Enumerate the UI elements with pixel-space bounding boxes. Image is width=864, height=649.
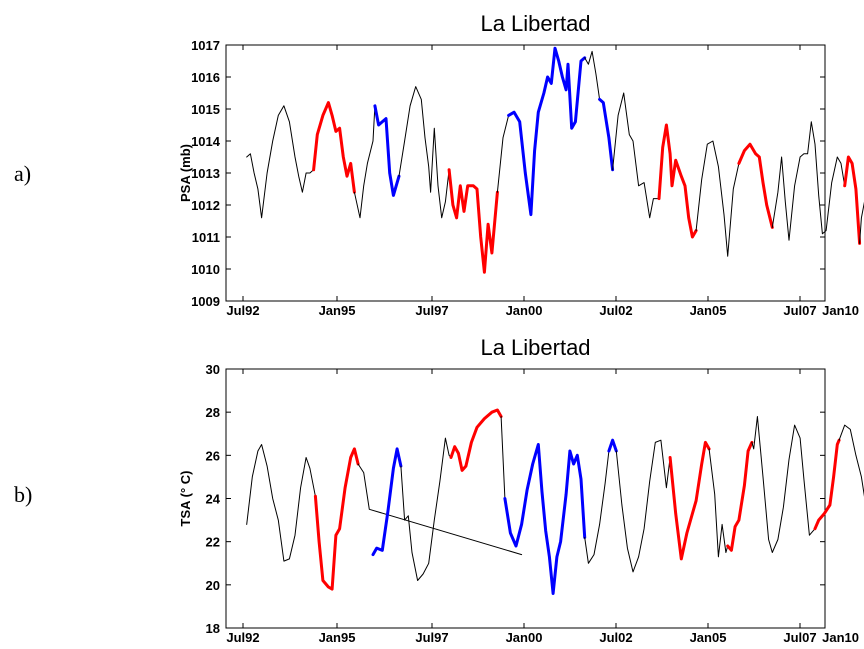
x-tick-label: Jan05: [690, 630, 727, 645]
series-line-normal: [496, 114, 510, 193]
series-line-normal: [615, 439, 671, 573]
y-tick-label: 1010: [191, 262, 220, 277]
y-tick-label: 1016: [191, 70, 220, 85]
series-line-normal: [246, 105, 315, 219]
series-line-warm: [843, 155, 862, 245]
x-tick-label: Jul07: [783, 303, 816, 318]
y-tick-label: 1017: [191, 38, 220, 53]
series-line-normal: [500, 416, 506, 499]
series-line-cold: [607, 438, 618, 453]
series-line-normal: [751, 416, 816, 553]
series-line-warm: [312, 101, 356, 194]
y-tick-label: 1014: [191, 134, 221, 149]
x-tick-label: Jul02: [599, 303, 632, 318]
panel-letter: b): [14, 482, 32, 507]
chart-title: La Libertad: [480, 335, 590, 360]
x-tick-label: Jul92: [226, 303, 259, 318]
y-tick-label: 1012: [191, 198, 220, 213]
x-tick-label: Jul02: [599, 630, 632, 645]
x-tick-label: Jul97: [415, 630, 448, 645]
series-line-normal: [398, 86, 450, 219]
series-line-warm: [657, 123, 698, 239]
x-tick-label: Jan05: [690, 303, 727, 318]
series-line-warm: [449, 408, 503, 472]
y-tick-label: 30: [206, 362, 220, 377]
series-line-warm: [447, 168, 499, 274]
x-tick-label: Jul92: [226, 630, 259, 645]
series-line-warm: [726, 440, 754, 552]
x-tick-label: Jan10: [822, 303, 859, 318]
y-tick-label: 28: [206, 405, 220, 420]
series-line-cold: [503, 443, 587, 595]
series-line-cold: [598, 97, 615, 172]
y-axis-label: TSA (° C): [178, 471, 193, 527]
series-line-normal: [612, 92, 660, 219]
y-tick-label: 24: [206, 492, 221, 507]
chart-panel-a: a) La Libertad 1009 1010 1011 1012 1013 1014 101…: [14, 11, 864, 318]
y-tick-label: 1013: [191, 166, 220, 181]
series-line-normal: [771, 121, 846, 241]
series-line-normal: [357, 463, 523, 556]
series-line-warm: [737, 142, 774, 229]
y-tick-label: 20: [206, 578, 220, 593]
chart-title: La Libertad: [480, 11, 590, 36]
y-tick-label: 26: [206, 448, 220, 463]
series-line-warm: [313, 447, 360, 591]
series-line-cold: [507, 46, 587, 217]
series-line-normal: [695, 140, 740, 257]
y-axis-label: PSA (mb): [178, 144, 193, 202]
series-line-cold: [371, 447, 403, 557]
x-tick-label: Jan95: [319, 303, 356, 318]
y-tick-label: 1009: [191, 294, 220, 309]
series-line-normal: [859, 201, 864, 244]
series-line-normal: [353, 105, 376, 219]
series-line-normal: [400, 437, 452, 581]
x-tick-label: Jul07: [783, 630, 816, 645]
series-line-normal: [584, 50, 601, 100]
panel-letter: a): [14, 161, 31, 186]
series-line-warm: [813, 438, 841, 531]
chart-panel-b: b) La Libertad 18 20 22 24 26 28 30 Jul92 Jan95 Jul…: [14, 335, 864, 645]
series-line-normal: [246, 444, 316, 562]
y-tick-label: 22: [206, 535, 220, 550]
series-line-normal: [584, 450, 610, 564]
y-tick-label: 18: [206, 621, 220, 636]
series-line-cold: [373, 104, 401, 197]
x-tick-label: Jul97: [415, 303, 448, 318]
x-tick-label: Jan00: [506, 630, 543, 645]
y-tick-label: 1015: [191, 102, 220, 117]
series-line-normal: [838, 424, 864, 497]
x-tick-label: Jan95: [319, 630, 356, 645]
x-tick-label: Jan10: [822, 630, 859, 645]
series-line-warm: [668, 440, 711, 561]
series-line-normal: [708, 448, 729, 558]
y-tick-label: 1011: [192, 230, 220, 245]
x-tick-label: Jan00: [506, 303, 543, 318]
